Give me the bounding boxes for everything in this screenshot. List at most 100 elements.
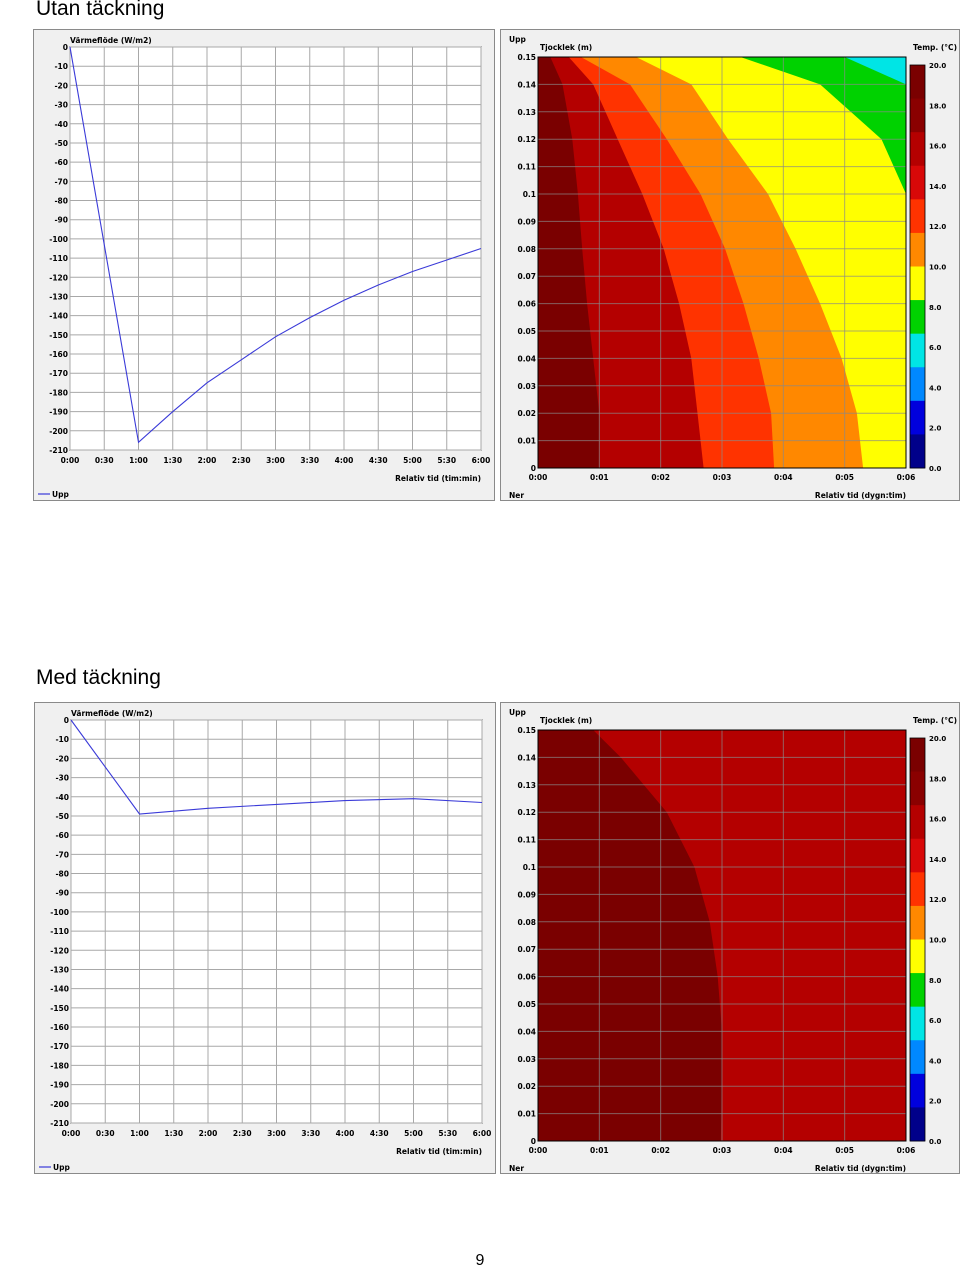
temperature-region bbox=[538, 57, 600, 468]
x-tick-label: 3:30 bbox=[301, 1129, 320, 1138]
top-label: Upp bbox=[509, 35, 526, 44]
y-tick-label: 0.12 bbox=[517, 135, 536, 144]
x-axis-label: Relativ tid (dygn:tim) bbox=[815, 491, 906, 500]
legend-label: Upp bbox=[53, 1163, 70, 1172]
x-tick-label: 0:05 bbox=[835, 473, 854, 482]
temperature-region bbox=[538, 730, 722, 1141]
colorbar-segment bbox=[910, 905, 925, 940]
y-tick-label: 0.02 bbox=[517, 1082, 536, 1091]
y-tick-label: -140 bbox=[50, 985, 69, 994]
top-label: Upp bbox=[509, 708, 526, 717]
y-axis-label: Tjocklek (m) bbox=[540, 716, 592, 725]
x-tick-label: 0:30 bbox=[95, 456, 114, 465]
colorbar-tick-label: 14.0 bbox=[929, 856, 946, 864]
x-tick-label: 5:00 bbox=[404, 1129, 423, 1138]
colorbar-tick-label: 0.0 bbox=[929, 465, 942, 473]
y-tick-label: -170 bbox=[49, 369, 68, 378]
y-tick-label: -180 bbox=[49, 388, 68, 397]
x-tick-label: 1:00 bbox=[129, 456, 148, 465]
y-tick-label: 0 bbox=[64, 716, 69, 725]
colorbar-segment bbox=[910, 400, 925, 435]
y-tick-label: -20 bbox=[55, 754, 69, 763]
colorbar-tick-label: 12.0 bbox=[929, 223, 946, 231]
temperature-heatmap: 0:00 0:01 0:02 0:03 0:04 0:05 0:0600.010.020.0… bbox=[509, 708, 957, 1173]
y-tick-label: -90 bbox=[54, 216, 68, 225]
x-tick-label: 0:00 bbox=[61, 456, 80, 465]
y-tick-label: -70 bbox=[55, 850, 69, 859]
x-tick-label: 5:30 bbox=[438, 1129, 457, 1138]
heat-flux-chart-panel-2: 0:00 0:30 1:00 1:30 2:00 2:30 3:00 3:30 4:00 4:30… bbox=[34, 702, 496, 1174]
y-tick-label: -40 bbox=[55, 793, 69, 802]
y-tick-label: -30 bbox=[54, 101, 68, 110]
y-tick-label: 0.03 bbox=[517, 382, 536, 391]
y-tick-label: -130 bbox=[50, 965, 69, 974]
colorbar-segment bbox=[910, 805, 925, 840]
colorbar-segment bbox=[910, 333, 925, 368]
y-tick-label: -100 bbox=[49, 235, 68, 244]
y-tick-label: -150 bbox=[50, 1004, 69, 1013]
colorbar-tick-label: 6.0 bbox=[929, 344, 942, 352]
y-tick-label: 0.05 bbox=[517, 327, 536, 336]
y-tick-label: -190 bbox=[49, 408, 68, 417]
x-tick-label: 4:30 bbox=[370, 1129, 389, 1138]
page-number: 9 bbox=[475, 1252, 485, 1269]
colorbar-segment bbox=[910, 973, 925, 1008]
y-tick-label: -200 bbox=[49, 427, 68, 436]
y-tick-label: 0.03 bbox=[517, 1055, 536, 1064]
heat-flux-line-chart: 0:00 0:30 1:00 1:30 2:00 2:30 3:00 3:30 4:00 4:30… bbox=[38, 36, 490, 499]
colorbar-tick-label: 2.0 bbox=[929, 425, 942, 433]
y-tick-label: 0.1 bbox=[523, 190, 536, 199]
y-tick-label: 0.02 bbox=[517, 409, 536, 418]
x-tick-label: 4:30 bbox=[369, 456, 388, 465]
x-tick-label: 0:02 bbox=[651, 473, 670, 482]
x-tick-label: 0:00 bbox=[62, 1129, 81, 1138]
legend-label: Upp bbox=[52, 490, 69, 499]
x-tick-label: 3:30 bbox=[300, 456, 319, 465]
section-title-2: Med täckning bbox=[36, 666, 161, 689]
x-tick-label: 0:06 bbox=[897, 473, 916, 482]
y-tick-label: 0.15 bbox=[517, 53, 536, 62]
x-axis-label: Relativ tid (tim:min) bbox=[396, 1147, 482, 1156]
y-tick-label: 0.06 bbox=[517, 300, 536, 309]
colorbar-tick-label: 20.0 bbox=[929, 735, 946, 743]
x-tick-label: 0:00 bbox=[529, 1146, 548, 1155]
y-tick-label: -130 bbox=[49, 292, 68, 301]
x-tick-label: 2:00 bbox=[199, 1129, 218, 1138]
y-tick-label: 0 bbox=[531, 464, 536, 473]
x-tick-label: 1:30 bbox=[163, 456, 182, 465]
y-tick-label: 0 bbox=[531, 1137, 536, 1146]
x-tick-label: 2:30 bbox=[232, 456, 251, 465]
colorbar-segment bbox=[910, 434, 925, 469]
x-axis-label: Relativ tid (dygn:tim) bbox=[815, 1164, 906, 1173]
y-tick-label: -10 bbox=[54, 62, 68, 71]
y-tick-label: -210 bbox=[50, 1119, 69, 1128]
y-tick-label: 0.15 bbox=[517, 726, 536, 735]
x-tick-label: 3:00 bbox=[266, 456, 285, 465]
colorbar-tick-label: 20.0 bbox=[929, 62, 946, 70]
y-tick-label: 0.08 bbox=[517, 245, 536, 254]
colorbar-segment bbox=[910, 872, 925, 907]
bottom-label: Ner bbox=[509, 491, 524, 500]
temperature-heatmap: 0:00 0:01 0:02 0:03 0:04 0:05 0:0600.010.020.0… bbox=[509, 35, 957, 500]
x-tick-label: 0:04 bbox=[774, 1146, 793, 1155]
x-tick-label: 6:00 bbox=[473, 1129, 492, 1138]
heat-flux-chart-panel-1: 0:00 0:30 1:00 1:30 2:00 2:30 3:00 3:30 4:00 4:30… bbox=[33, 29, 495, 501]
colorbar-title: Temp. (°C) bbox=[913, 716, 957, 725]
y-tick-label: 0.05 bbox=[517, 1000, 536, 1009]
x-tick-label: 1:00 bbox=[130, 1129, 149, 1138]
y-tick-label: 0.13 bbox=[517, 108, 536, 117]
colorbar-tick-label: 4.0 bbox=[929, 384, 942, 392]
y-tick-label: 0.09 bbox=[517, 217, 536, 226]
x-tick-label: 3:00 bbox=[267, 1129, 286, 1138]
y-tick-label: -60 bbox=[55, 831, 69, 840]
series-line bbox=[69, 46, 482, 444]
y-tick-label: 0 bbox=[63, 43, 68, 52]
x-tick-label: 0:06 bbox=[897, 1146, 916, 1155]
y-tick-label: 0.08 bbox=[517, 918, 536, 927]
x-tick-label: 5:30 bbox=[437, 456, 456, 465]
colorbar-segment bbox=[910, 65, 925, 99]
x-axis-label: Relativ tid (tim:min) bbox=[395, 474, 481, 483]
y-tick-label: -90 bbox=[55, 889, 69, 898]
y-tick-label: -110 bbox=[50, 927, 69, 936]
y-tick-label: -180 bbox=[50, 1061, 69, 1070]
